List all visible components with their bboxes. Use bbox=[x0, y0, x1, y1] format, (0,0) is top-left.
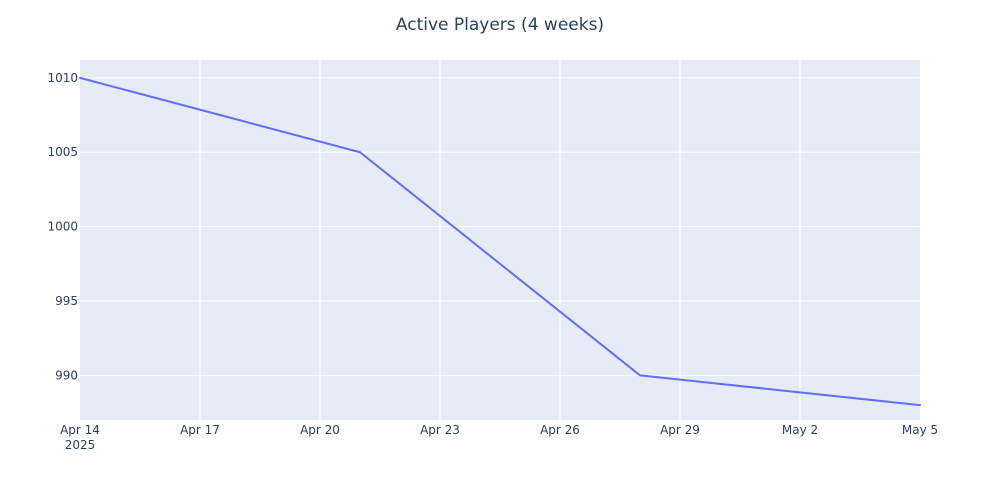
x-tick-sublabel: 2025 bbox=[65, 438, 96, 452]
chart-title: Active Players (4 weeks) bbox=[396, 15, 604, 35]
y-tick-label: 1010 bbox=[47, 71, 78, 85]
series-layer bbox=[79, 76, 921, 407]
x-tick-label: Apr 20 bbox=[300, 423, 340, 437]
y-tick-label: 995 bbox=[55, 294, 78, 308]
y-tick-label: 1005 bbox=[47, 145, 78, 159]
gridlines bbox=[80, 60, 920, 420]
y-axis: 990 995 1000 1005 1010 bbox=[47, 71, 78, 383]
x-tick-label: Apr 14 bbox=[60, 423, 100, 437]
x-tick-label: Apr 26 bbox=[540, 423, 580, 437]
x-tick-label: May 5 bbox=[902, 423, 938, 437]
x-tick-label: Apr 29 bbox=[660, 423, 700, 437]
x-tick-label: Apr 17 bbox=[180, 423, 220, 437]
y-tick-label: 990 bbox=[55, 368, 78, 382]
x-tick-label: Apr 23 bbox=[420, 423, 460, 437]
y-tick-label: 1000 bbox=[47, 220, 78, 234]
x-tick-label: May 2 bbox=[782, 423, 818, 437]
series-line bbox=[79, 76, 921, 407]
plot-area bbox=[80, 60, 920, 420]
